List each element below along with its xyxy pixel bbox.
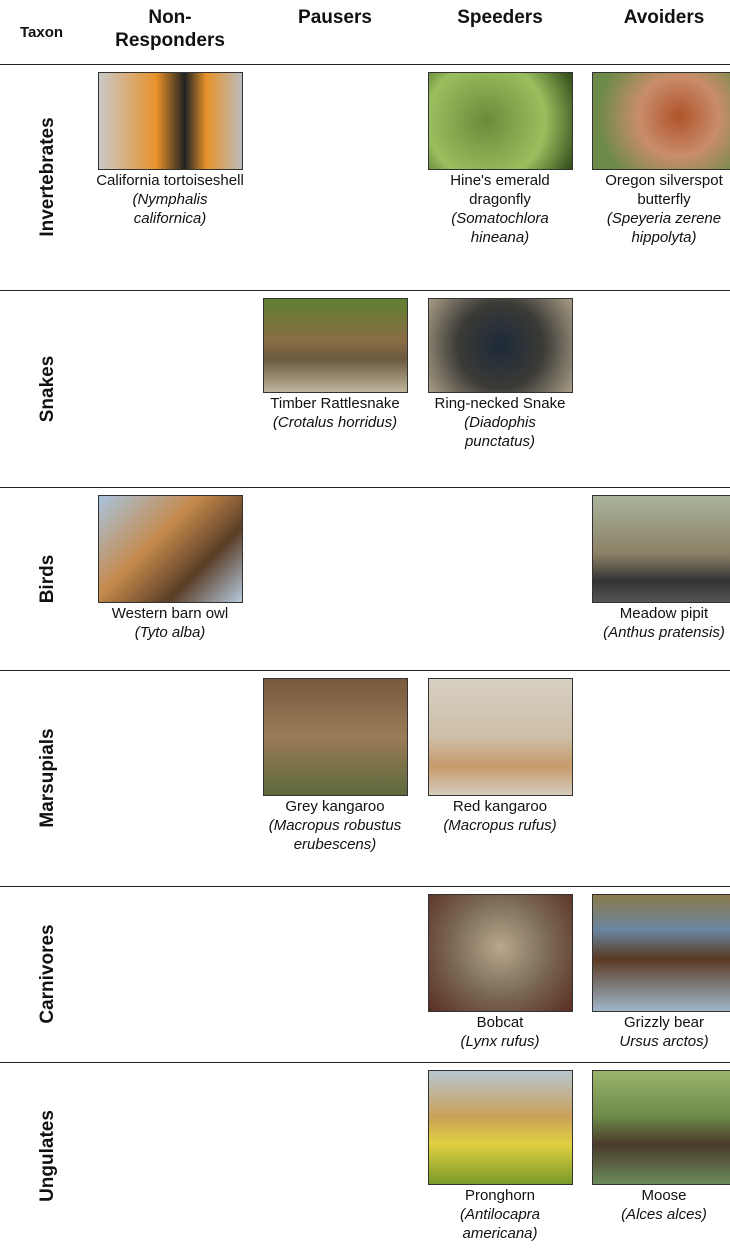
common-name: Western barn owl bbox=[111, 605, 229, 622]
common-name: Hine's emerald dragonfly bbox=[450, 172, 550, 208]
row-rule bbox=[0, 886, 730, 887]
common-name: Bobcat bbox=[476, 1014, 524, 1031]
animal-photo bbox=[428, 678, 573, 796]
taxon-label: Snakes bbox=[37, 355, 58, 422]
animal-photo bbox=[428, 72, 573, 170]
common-name: Ring-necked Snake bbox=[434, 395, 566, 412]
row-rule bbox=[0, 487, 730, 488]
scientific-name: (Speyeria zerene hippolyta) bbox=[606, 210, 722, 246]
column-header: Speeders bbox=[457, 7, 543, 28]
scientific-name: (Macropus rufus) bbox=[443, 817, 557, 834]
animal-photo bbox=[263, 678, 408, 796]
animal-photo bbox=[98, 495, 243, 603]
taxon-label: Marsupials bbox=[37, 728, 58, 828]
animal-photo bbox=[592, 495, 730, 603]
scientific-name: (Anthus pratensis) bbox=[603, 624, 725, 641]
scientific-name: (Antilocapra americana) bbox=[459, 1206, 541, 1242]
animal-photo bbox=[428, 1070, 573, 1185]
scientific-name: (Alces alces) bbox=[621, 1206, 707, 1223]
column-header: Pausers bbox=[298, 7, 372, 28]
animal-photo bbox=[592, 72, 730, 170]
common-name: Grizzly bear bbox=[623, 1014, 705, 1031]
common-name: Timber Rattlesnake bbox=[270, 395, 400, 412]
row-rule bbox=[0, 670, 730, 671]
animal-photo bbox=[98, 72, 243, 170]
taxon-header: Taxon bbox=[20, 24, 64, 41]
common-name: California tortoiseshell bbox=[96, 172, 244, 189]
common-name: Red kangaroo bbox=[452, 798, 548, 815]
column-header: Avoiders bbox=[623, 7, 705, 28]
animal-photo bbox=[428, 894, 573, 1012]
scientific-name: (Diadophis punctatus) bbox=[464, 414, 536, 450]
animal-photo bbox=[592, 1070, 730, 1185]
row-rule bbox=[0, 290, 730, 291]
scientific-name: (Tyto alba) bbox=[134, 624, 206, 641]
scientific-name: (Crotalus horridus) bbox=[272, 414, 398, 431]
taxon-label: Invertebrates bbox=[37, 117, 58, 237]
scientific-name: (Somatochlora hineana) bbox=[451, 210, 549, 246]
animal-photo bbox=[428, 298, 573, 393]
animal-photo bbox=[592, 894, 730, 1012]
common-name: Moose bbox=[641, 1187, 687, 1204]
taxon-label: Carnivores bbox=[37, 924, 58, 1024]
taxon-label: Birds bbox=[37, 554, 58, 603]
common-name: Meadow pipit bbox=[619, 605, 709, 622]
animal-photo bbox=[263, 298, 408, 393]
scientific-name: (Lynx rufus) bbox=[460, 1033, 540, 1050]
common-name: Grey kangaroo bbox=[285, 798, 385, 815]
column-header: Non-Responders bbox=[115, 7, 225, 51]
common-name: Pronghorn bbox=[464, 1187, 536, 1204]
common-name: Oregon silverspot butterfly bbox=[605, 172, 723, 208]
row-rule bbox=[0, 1062, 730, 1063]
header-rule bbox=[0, 64, 730, 65]
taxon-label: Ungulates bbox=[37, 1109, 58, 1202]
scientific-name: (Nymphalis californica) bbox=[132, 191, 208, 227]
scientific-name: (Macropus robustus erubescens) bbox=[268, 817, 402, 853]
scientific-name: Ursus arctos) bbox=[619, 1033, 709, 1050]
